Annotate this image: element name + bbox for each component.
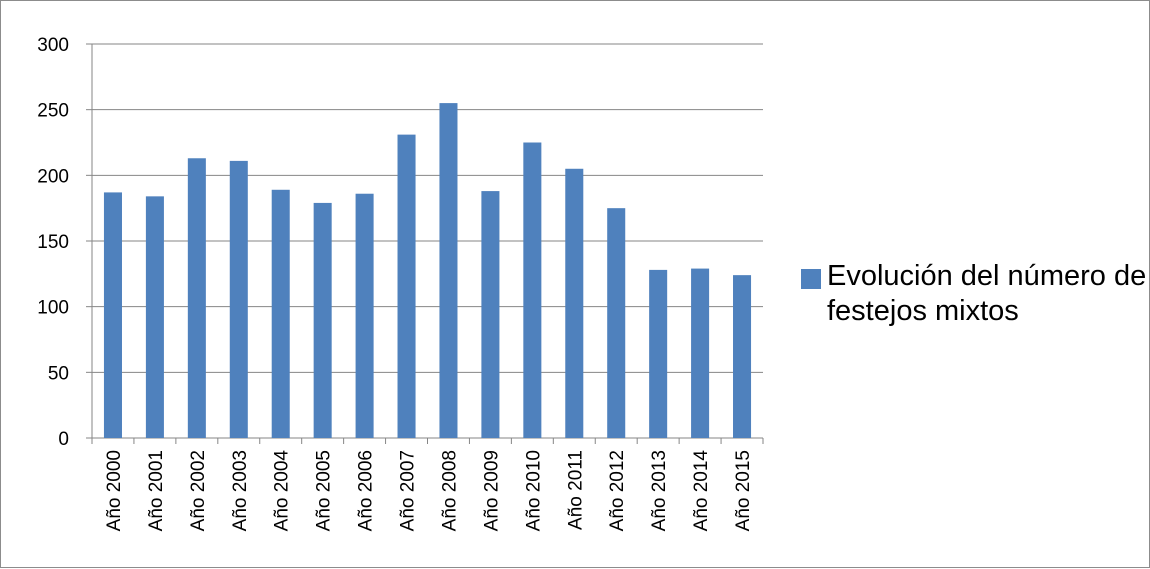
x-tick-label: Año 2000 xyxy=(104,450,125,531)
y-tick-label: 300 xyxy=(37,35,69,56)
bar xyxy=(104,192,122,438)
y-tick-label: 250 xyxy=(37,101,69,122)
bar xyxy=(481,191,499,438)
bar xyxy=(230,161,248,438)
y-tick-label: 50 xyxy=(48,363,69,384)
y-tick-label: 100 xyxy=(37,298,69,319)
bar xyxy=(398,135,416,438)
y-tick-label: 150 xyxy=(37,232,69,253)
legend-label: Evolución del número de festejos mixtos xyxy=(827,259,1147,329)
y-tick-label: 200 xyxy=(37,166,69,187)
bar xyxy=(733,275,751,438)
x-tick-label: Año 2008 xyxy=(439,450,460,531)
bar xyxy=(356,194,374,438)
x-tick-label: Año 2013 xyxy=(649,450,670,531)
bar xyxy=(565,169,583,438)
x-tick-label: Año 2009 xyxy=(481,450,502,531)
x-tick-label: Año 2006 xyxy=(356,450,377,531)
legend-swatch xyxy=(801,269,821,289)
bar xyxy=(523,143,541,439)
x-tick-label: Año 2014 xyxy=(691,450,712,532)
bar xyxy=(439,103,457,438)
x-tick-label: Año 2012 xyxy=(607,450,628,531)
x-tick-label: Año 2003 xyxy=(230,450,251,531)
x-tick-label: Año 2002 xyxy=(188,450,209,531)
x-tick-label: Año 2010 xyxy=(523,450,544,531)
x-tick-label: Año 2004 xyxy=(272,450,293,532)
bar xyxy=(314,203,332,438)
x-tick-label: Año 2001 xyxy=(146,450,167,531)
bar xyxy=(607,208,625,438)
x-tick-label: Año 2011 xyxy=(565,450,586,530)
bar xyxy=(691,269,709,438)
y-tick-label: 0 xyxy=(58,429,69,450)
bar xyxy=(146,196,164,438)
bar xyxy=(272,190,290,438)
x-tick-label: Año 2015 xyxy=(733,450,754,531)
bar xyxy=(649,270,667,438)
x-tick-label: Año 2007 xyxy=(398,450,419,531)
x-tick-label: Año 2005 xyxy=(314,450,335,531)
bar xyxy=(188,158,206,438)
